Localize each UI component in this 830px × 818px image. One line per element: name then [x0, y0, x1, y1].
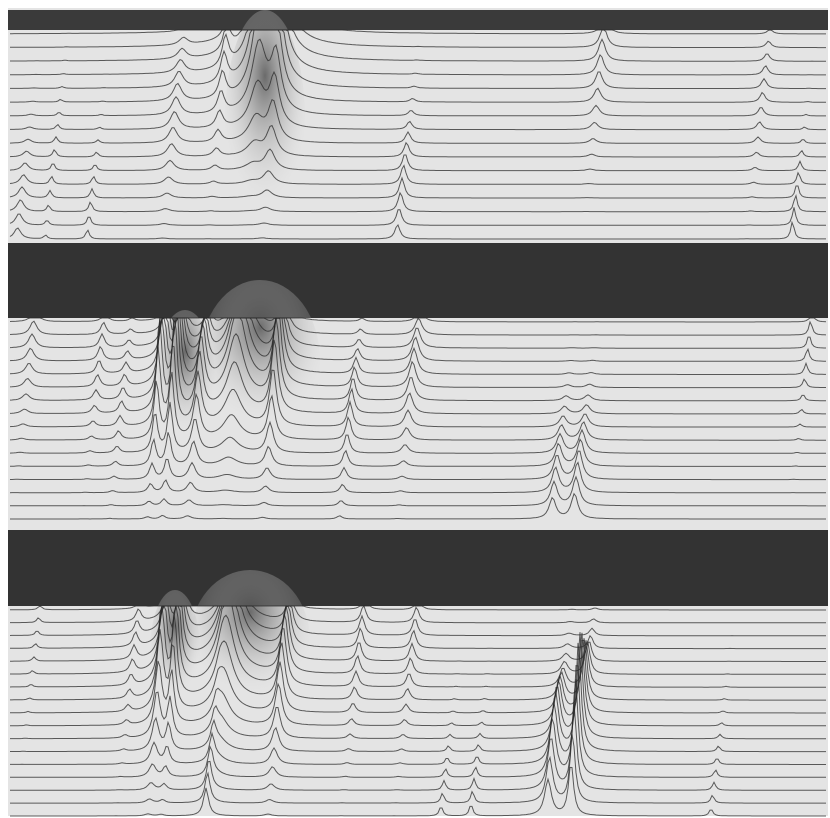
dark-band	[8, 10, 828, 30]
peak-shading	[200, 280, 320, 440]
dark-band	[8, 530, 828, 606]
dark-band	[8, 243, 828, 318]
